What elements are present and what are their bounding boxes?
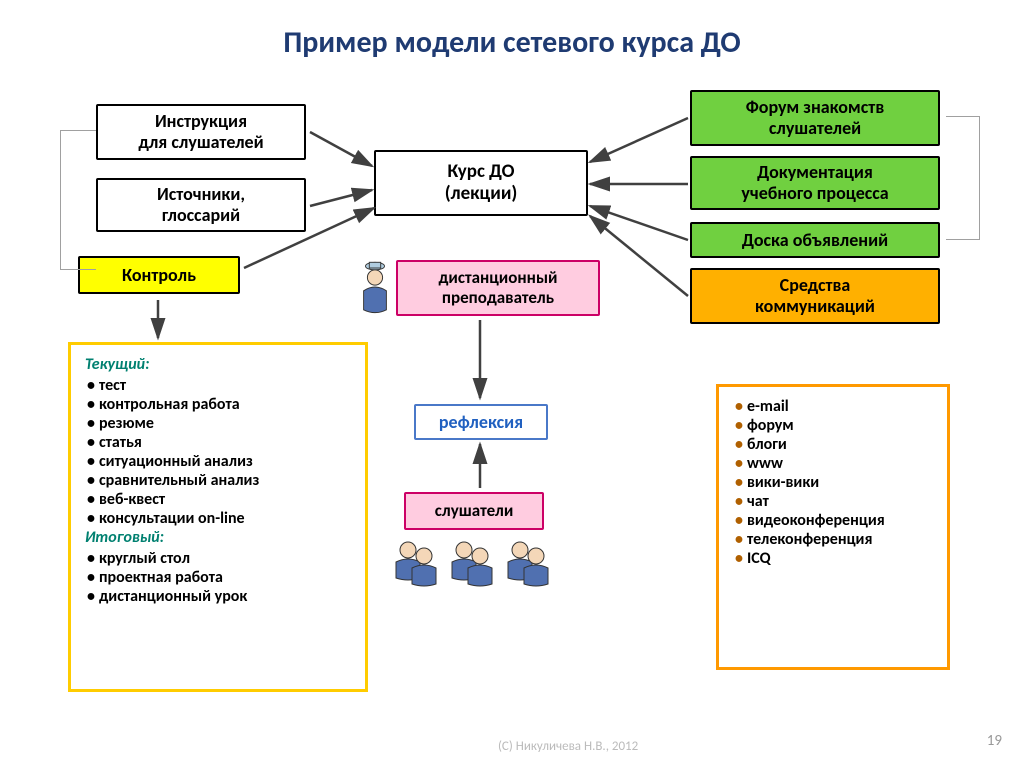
list-item: резюме: [87, 414, 351, 433]
connector: [946, 116, 980, 240]
list-item: проектная работа: [87, 568, 351, 587]
list-item: статья: [87, 433, 351, 452]
list-item: e-mail: [735, 397, 933, 416]
list-item: консультации on-line: [87, 509, 351, 528]
list-item: веб-квест: [87, 490, 351, 509]
page-title: Пример модели сетевого курса ДО: [0, 24, 1024, 61]
list-item: ICQ: [735, 549, 933, 568]
list-item: чат: [735, 492, 933, 511]
list-item: форум: [735, 416, 933, 435]
teacher-icon: [356, 258, 394, 316]
box-sources: Источники,глоссарий: [96, 178, 306, 232]
box-course: Курс ДО(лекции): [374, 150, 588, 216]
list-item: круглый стол: [87, 549, 351, 568]
box-control: Контроль: [78, 256, 240, 294]
final-label: Итоговый:: [85, 528, 351, 547]
box-docs: Документацияучебного процесса: [690, 156, 940, 210]
list-item: вики-вики: [735, 473, 933, 492]
box-board: Доска объявлений: [690, 222, 940, 258]
box-listeners: слушатели: [404, 492, 544, 530]
list-item: телеконференция: [735, 530, 933, 549]
list-item: видеоконференция: [735, 511, 933, 530]
list-item: ситуационный анализ: [87, 452, 351, 471]
comm-panel: e-mailфорумблогиwwwвики-викичатвидеоконф…: [716, 384, 950, 670]
copyright: (С) Никуличева Н.В., 2012: [498, 739, 638, 754]
list-item: www: [735, 454, 933, 473]
list-item: блоги: [735, 435, 933, 454]
box-teacher: дистанционныйпреподаватель: [396, 260, 600, 316]
page-number: 19: [987, 732, 1002, 750]
list-item: дистанционный урок: [87, 587, 351, 606]
box-reflex: рефлексия: [414, 404, 548, 440]
students-icon: [390, 536, 590, 606]
current-list: тестконтрольная работарезюместатьяситуац…: [87, 376, 351, 528]
current-label: Текущий:: [85, 355, 351, 374]
final-list: круглый столпроектная работадистанционны…: [87, 549, 351, 606]
list-item: контрольная работа: [87, 395, 351, 414]
box-comm: Средствакоммуникаций: [690, 268, 940, 324]
box-forum: Форум знакомствслушателей: [690, 90, 940, 146]
comm-list: e-mailфорумблогиwwwвики-викичатвидеоконф…: [735, 397, 933, 568]
box-instruction: Инструкциядля слушателей: [96, 104, 306, 160]
list-item: сравнительный анализ: [87, 471, 351, 490]
connector: [60, 130, 96, 270]
control-panel: Текущий: тестконтрольная работарезюместа…: [68, 342, 368, 692]
list-item: тест: [87, 376, 351, 395]
